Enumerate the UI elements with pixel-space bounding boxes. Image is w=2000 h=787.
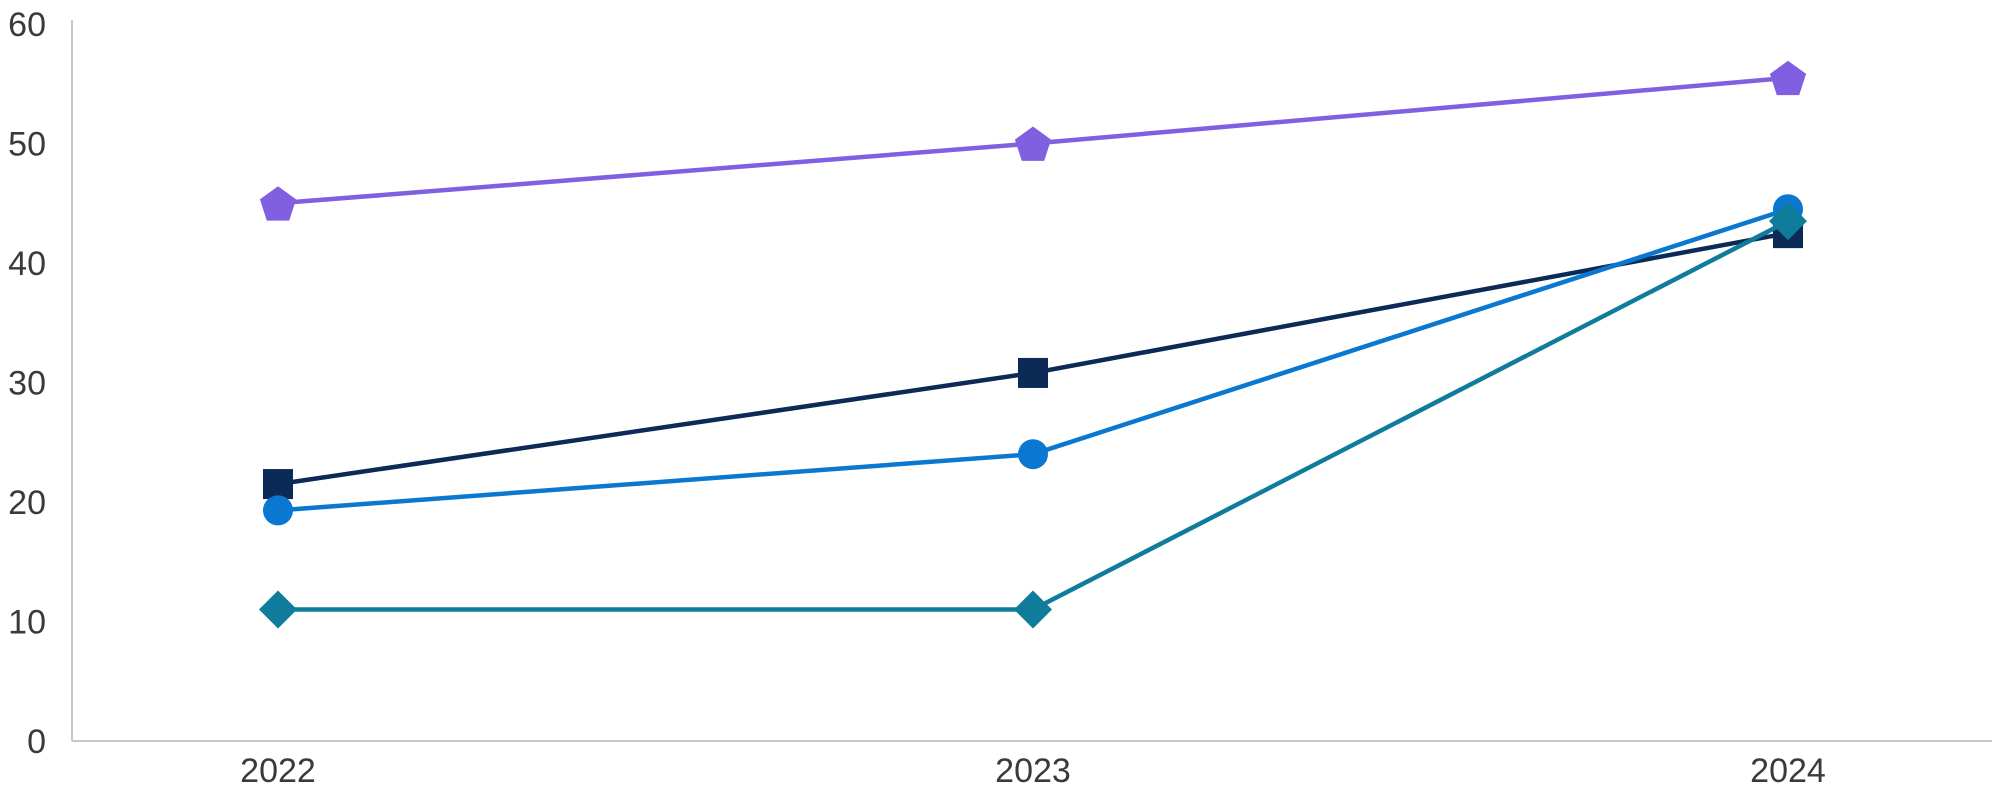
y-tick-label: 50 [8, 126, 46, 164]
axes [71, 20, 1992, 742]
series-1 [259, 60, 1807, 221]
pentagon-marker [1769, 60, 1807, 96]
pentagon-marker [259, 186, 297, 221]
x-tick-label: 2023 [995, 752, 1071, 787]
y-tick-label: 20 [8, 484, 46, 522]
diamond-marker [259, 590, 297, 629]
x-tick-label: 2022 [240, 752, 316, 787]
y-tick-label: 60 [8, 6, 46, 44]
diamond-marker [1014, 590, 1052, 629]
y-tick-label: 40 [8, 245, 46, 283]
diamond-marker [1769, 202, 1807, 241]
y-tick-label: 0 [27, 723, 46, 761]
x-tick-labels: 2022 2023 2024 [240, 752, 1826, 787]
circle-marker [263, 495, 293, 526]
y-tick-label: 10 [8, 604, 46, 642]
series-group [259, 60, 1807, 629]
series-4 [259, 202, 1807, 629]
circle-marker [1018, 439, 1048, 470]
square-marker [263, 469, 293, 500]
square-marker [1018, 357, 1048, 388]
x-tick-label: 2024 [1750, 752, 1826, 787]
y-tick-labels: 0 10 20 30 40 50 60 [8, 6, 46, 761]
series-line [275, 218, 1791, 612]
pentagon-marker [1014, 126, 1052, 161]
y-tick-label: 30 [8, 365, 46, 403]
